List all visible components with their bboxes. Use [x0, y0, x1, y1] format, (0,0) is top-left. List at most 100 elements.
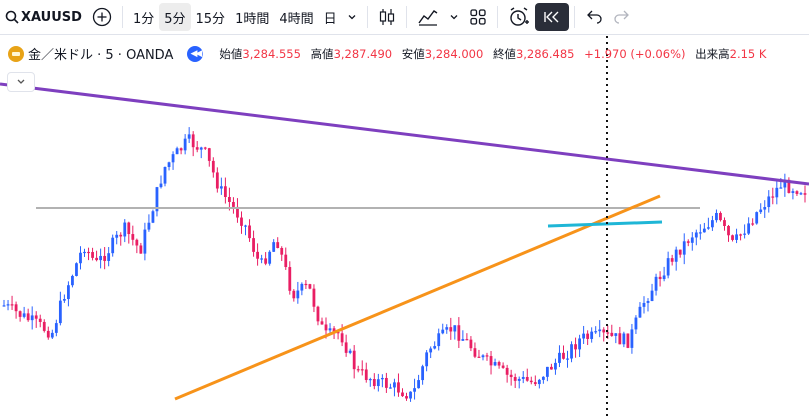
- candle-body: [244, 225, 247, 227]
- candle-body: [755, 212, 759, 224]
- interval-15m[interactable]: 15分: [195, 11, 226, 27]
- candle-body: [143, 229, 147, 254]
- interval-1d[interactable]: 日: [323, 11, 337, 27]
- interval-dropdown[interactable]: [342, 3, 362, 31]
- candle-body: [453, 325, 457, 332]
- candle-body: [223, 186, 227, 198]
- go-to-realtime-icon[interactable]: ◀◀: [187, 45, 204, 62]
- candle-body: [26, 313, 30, 321]
- candle-body: [521, 376, 525, 379]
- candle-body: [58, 300, 62, 324]
- candle-body: [614, 333, 618, 336]
- candle-body: [606, 332, 610, 334]
- candle-body: [127, 222, 131, 235]
- candle-body: [445, 327, 449, 330]
- symbol-search[interactable]: XAUUSD: [0, 3, 87, 31]
- interval-1h[interactable]: 1時間: [235, 11, 270, 27]
- candle-body: [441, 329, 445, 334]
- candle-body: [256, 251, 259, 259]
- chart-type-button[interactable]: [373, 3, 401, 31]
- candle-body: [694, 232, 698, 238]
- candle-body: [775, 187, 779, 198]
- redo-button[interactable]: [608, 3, 636, 31]
- candle-body: [364, 369, 368, 380]
- candle-body: [638, 306, 642, 318]
- candle-body: [91, 252, 94, 258]
- candle-body: [735, 234, 738, 240]
- candle-body: [477, 356, 481, 358]
- candle-body: [545, 366, 549, 377]
- candle-body: [513, 377, 517, 381]
- candle-body: [389, 387, 392, 389]
- alert-button[interactable]: [503, 3, 535, 31]
- candle-body: [525, 376, 529, 381]
- candle-body: [465, 339, 469, 341]
- chevron-down-icon: [348, 15, 356, 20]
- low-label: 安値: [401, 46, 425, 61]
- instrument-title[interactable]: 金／米ドル · 5 · OANDA: [28, 48, 174, 63]
- chevron-down-icon: [450, 15, 458, 20]
- interval-5m[interactable]: 5分: [159, 3, 191, 31]
- candle-body: [292, 290, 296, 299]
- candles-group: [2, 127, 807, 402]
- candle-body: [634, 317, 638, 330]
- candle-body: [731, 235, 734, 240]
- candle-body: [397, 382, 400, 393]
- candle-body: [517, 378, 521, 381]
- candle-body: [2, 305, 6, 307]
- candle-body: [413, 388, 416, 392]
- layout-button[interactable]: [464, 3, 492, 31]
- candle-body: [38, 318, 42, 322]
- candle-body: [594, 331, 598, 333]
- candle-body: [727, 225, 730, 236]
- candle-body: [771, 196, 775, 198]
- candles-icon: [379, 9, 394, 25]
- candle-body: [505, 367, 509, 375]
- candle-body: [288, 267, 292, 291]
- short-marker-line[interactable]: [547, 220, 663, 228]
- replay-button[interactable]: [534, 3, 569, 31]
- candle-body: [147, 222, 151, 230]
- candle-body: [368, 379, 372, 381]
- candle-body: [558, 352, 561, 363]
- legend-collapse-button[interactable]: [7, 72, 35, 92]
- candle-body: [236, 206, 239, 218]
- candle-body: [308, 284, 312, 289]
- candle-body: [779, 187, 783, 189]
- candle-body: [304, 283, 308, 286]
- undo-button[interactable]: [580, 3, 608, 31]
- indicators-dropdown[interactable]: [444, 3, 464, 31]
- candle-body: [747, 223, 751, 234]
- ohlc-values: 始値3,284.555 高値3,287.490 安値3,284.000 終値3,…: [219, 46, 772, 62]
- top-toolbar: XAUUSD 1分 5分 15分 1時間 4時間 日: [0, 0, 809, 35]
- candle-body: [87, 251, 90, 254]
- candle-body: [666, 258, 670, 276]
- candle-body: [493, 362, 497, 366]
- candle-body: [550, 366, 553, 370]
- candle-body: [111, 237, 115, 254]
- descending-trendline[interactable]: [0, 82, 809, 186]
- candle-body: [344, 342, 348, 353]
- candle-body: [264, 258, 268, 264]
- candle-body: [650, 290, 654, 302]
- volume-value: 2.15 K: [729, 46, 767, 61]
- indicators-button[interactable]: [412, 3, 444, 31]
- candle-body: [529, 380, 533, 383]
- candle-body: [276, 242, 280, 249]
- interval-4h[interactable]: 4時間: [279, 11, 314, 27]
- candle-body: [183, 138, 187, 151]
- ascending-trendline[interactable]: [174, 194, 661, 401]
- interval-1m[interactable]: 1分: [132, 11, 155, 27]
- candle-body: [42, 321, 46, 331]
- candle-body: [578, 338, 581, 350]
- divider: [573, 6, 575, 28]
- plus-circle-icon: [92, 7, 112, 27]
- candle-body: [674, 249, 678, 262]
- volume-label: 出来高: [695, 46, 730, 61]
- candle-body: [135, 239, 139, 246]
- candle-body: [151, 211, 155, 223]
- candle-body: [103, 255, 107, 261]
- add-symbol-button[interactable]: [87, 3, 117, 31]
- candle-body: [372, 379, 376, 387]
